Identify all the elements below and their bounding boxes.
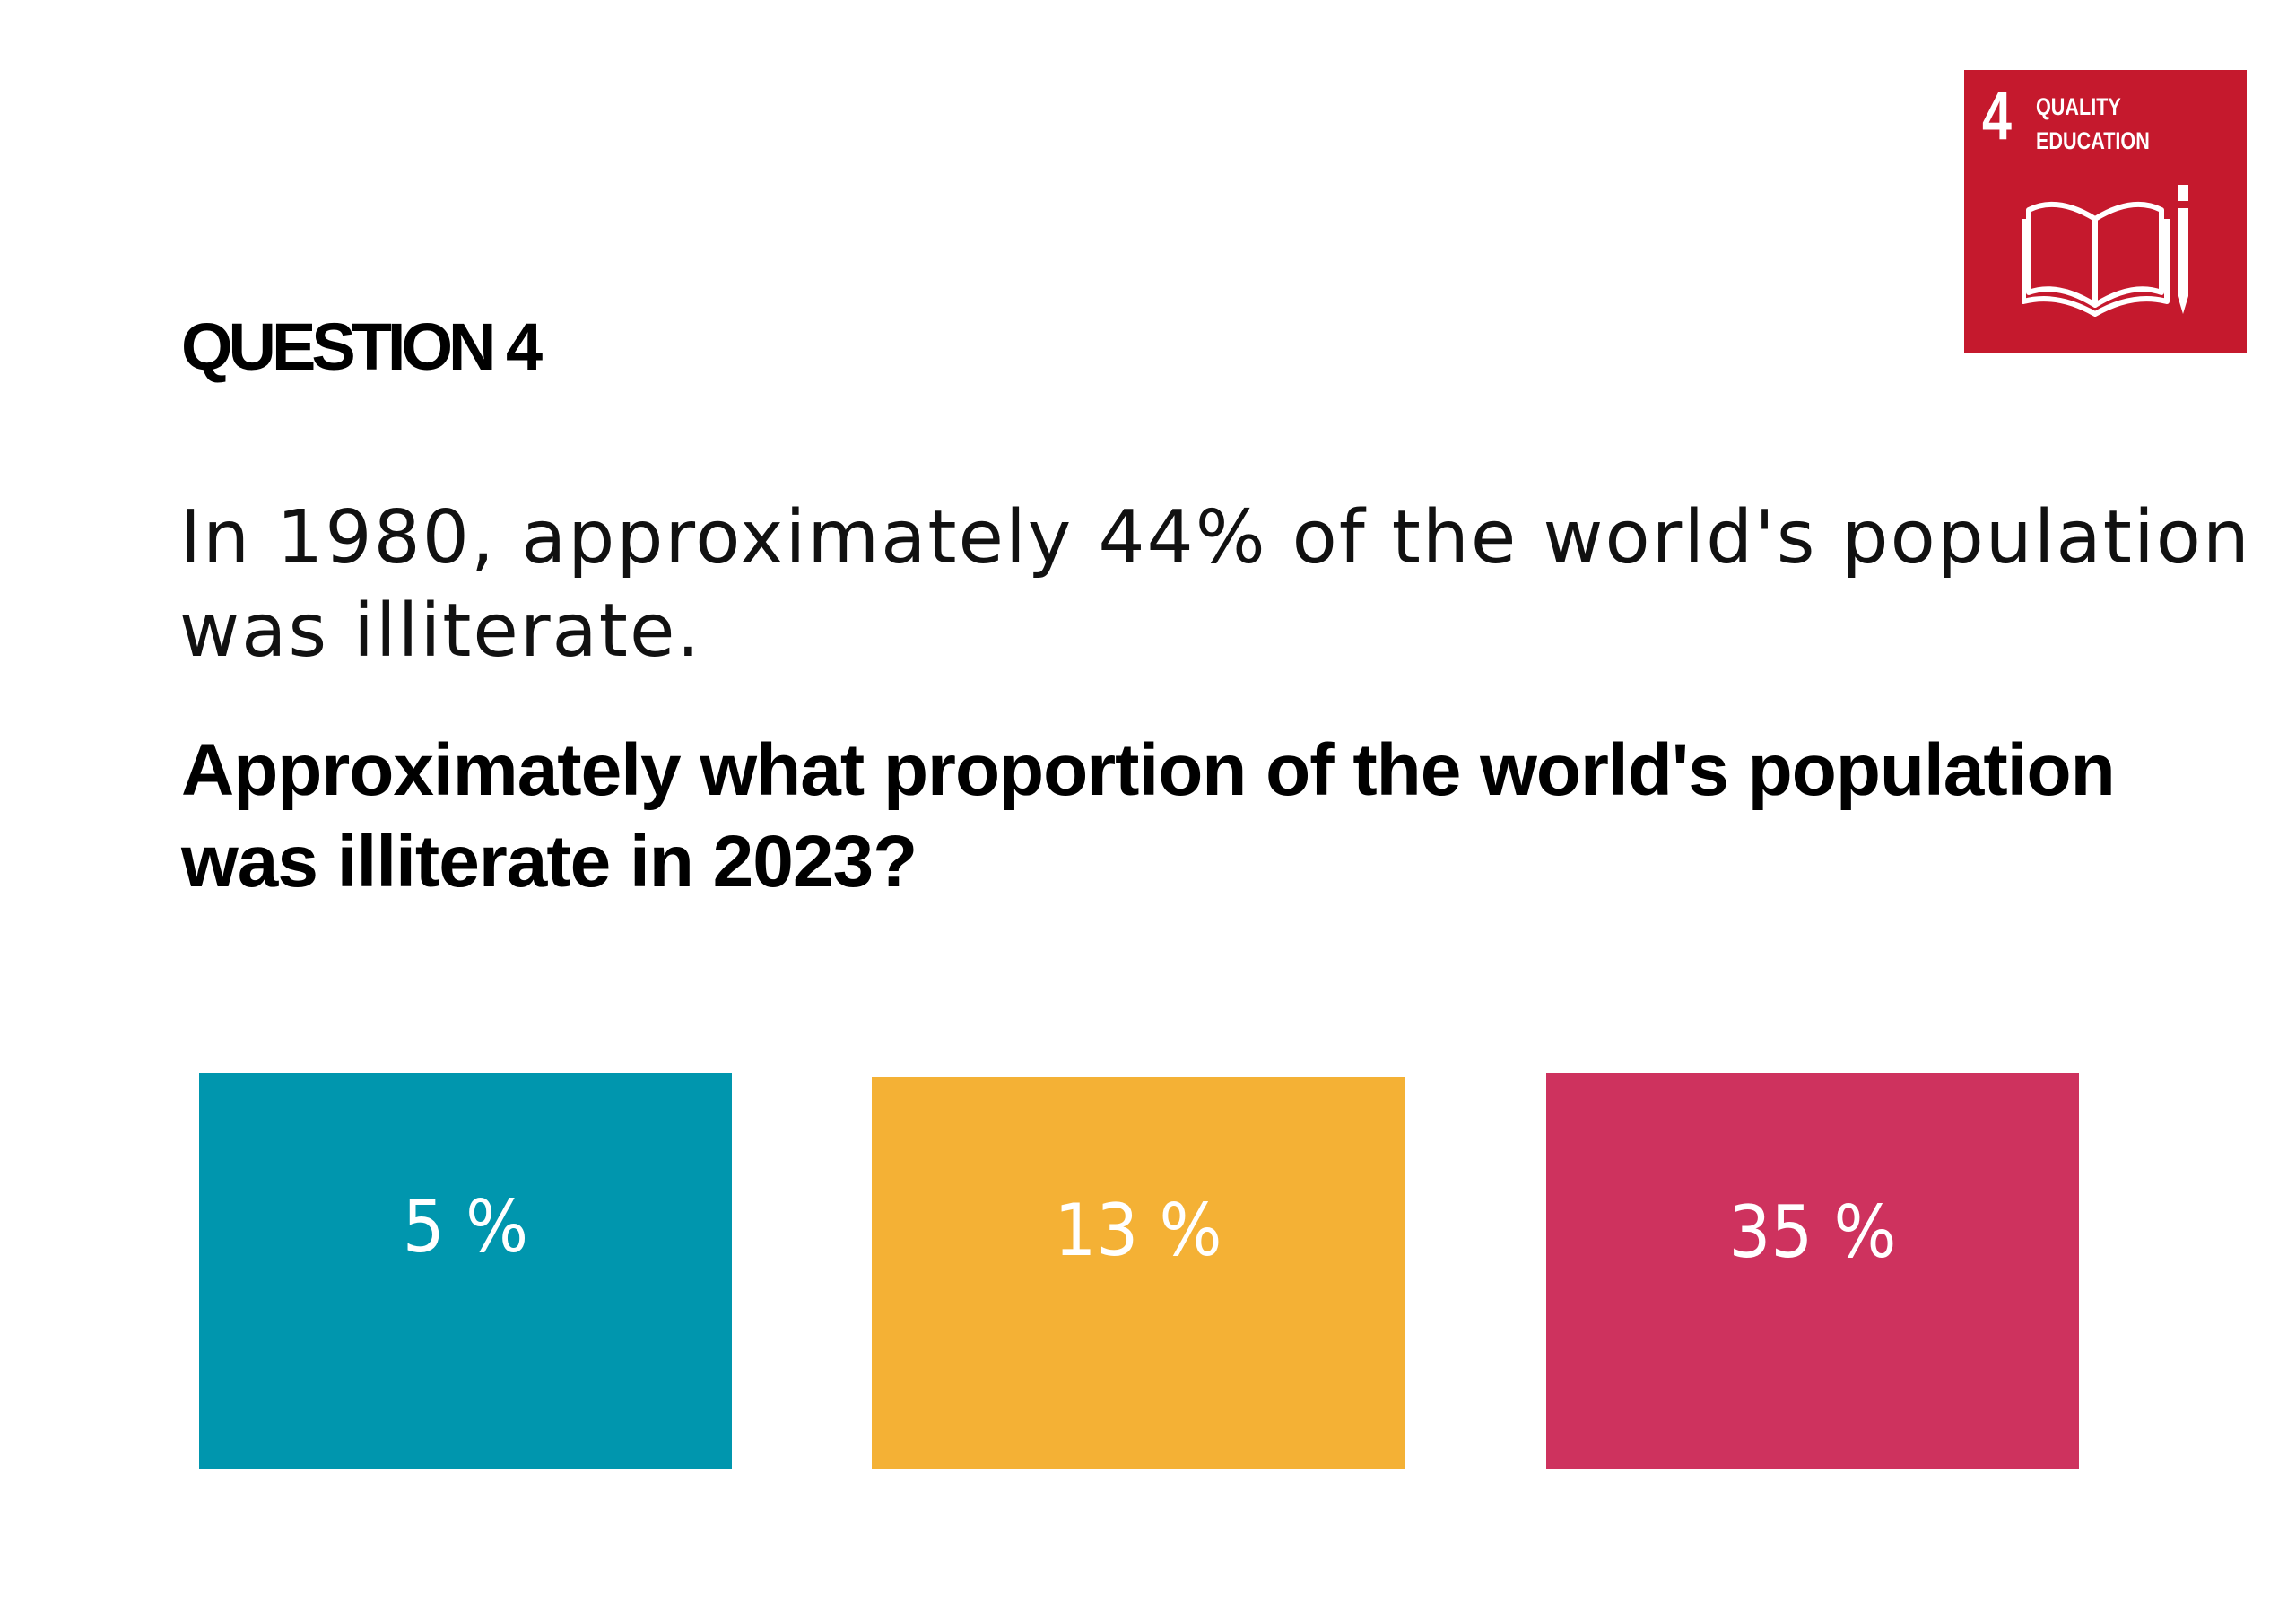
sdg-title-line1: QUALITY <box>2036 93 2121 120</box>
answer-option-13-percent[interactable]: 13 % <box>872 1077 1405 1469</box>
answer-option-35-percent[interactable]: 35 % <box>1546 1073 2079 1469</box>
sdg-title: QUALITY EDUCATION <box>2036 90 2150 158</box>
question-statement: In 1980, approximately 44% of the world'… <box>179 495 2251 674</box>
answer-option-label: 35 % <box>1728 1190 1897 1274</box>
question-prompt: Approximately what proportion of the wor… <box>181 729 2116 903</box>
question-number-heading: QUESTION 4 <box>181 310 543 384</box>
answer-option-label: 5 % <box>402 1185 529 1269</box>
answer-option-5-percent[interactable]: 5 % <box>199 1073 732 1469</box>
sdg-number: 4 <box>1982 78 2012 154</box>
book-pencil-icon <box>2022 185 2188 317</box>
sdg-title-line2: EDUCATION <box>2036 127 2150 154</box>
sdg-4-badge: 4 QUALITY EDUCATION <box>1964 70 2247 353</box>
answer-option-label: 13 % <box>1054 1189 1222 1272</box>
